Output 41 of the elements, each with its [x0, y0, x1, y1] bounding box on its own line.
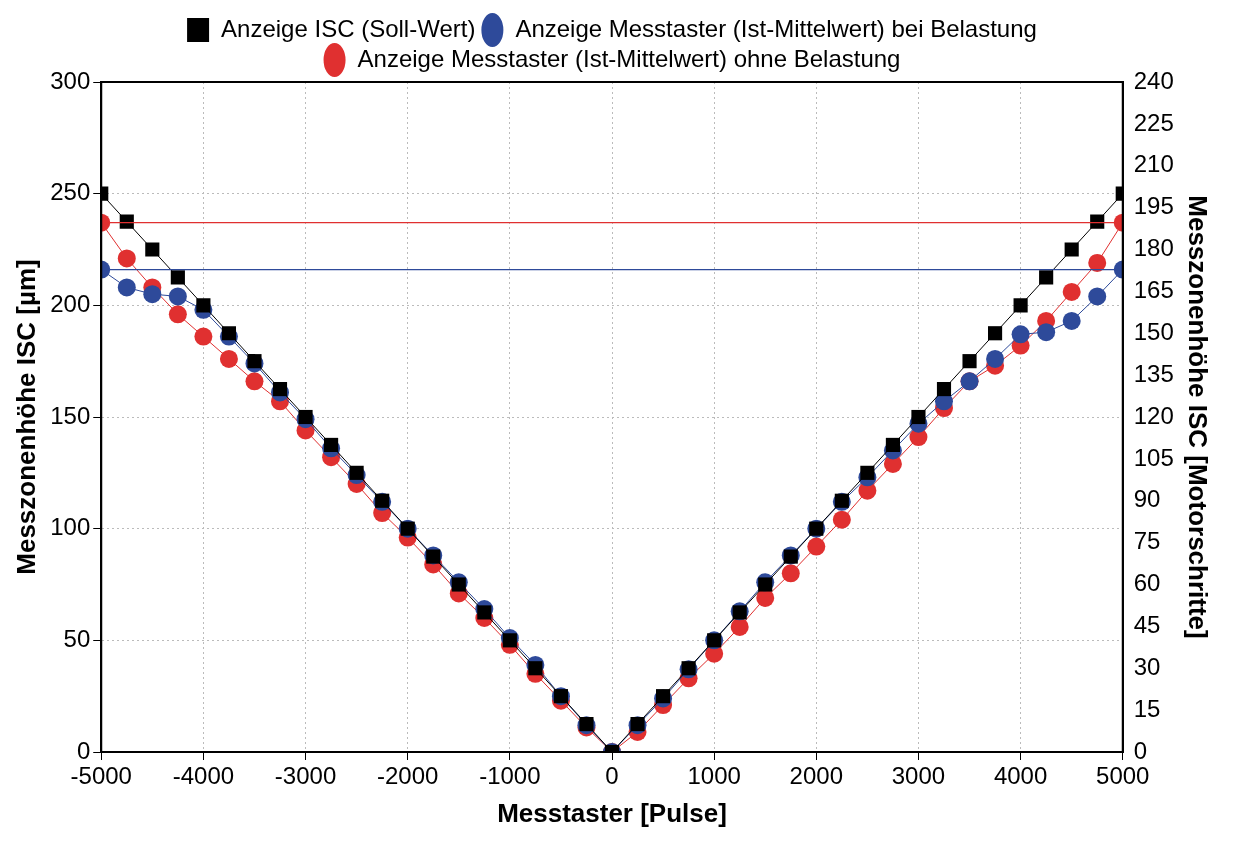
y-tick-label: 150	[50, 401, 91, 429]
y-axis-title: Messzonenhöhe ISC [µm]	[10, 259, 41, 575]
x-axis-title: Messtaster [Pulse]	[497, 797, 727, 828]
y2-axis-title: Messzonenhöhe ISC [Motorschritte]	[1183, 195, 1214, 639]
y2-tick-label: 30	[1133, 652, 1161, 680]
x-tick-label: -1000	[479, 762, 541, 790]
y2-tick-label: 195	[1133, 192, 1174, 220]
y2-tick-label: 225	[1133, 108, 1174, 136]
y2-tick-label: 240	[1133, 66, 1174, 94]
y2-tick-label: 105	[1133, 443, 1174, 471]
y-tick-label: 50	[63, 624, 91, 652]
y2-tick-label: 60	[1133, 569, 1161, 597]
y-tick-label: 200	[50, 289, 91, 317]
y2-tick-label: 75	[1133, 527, 1161, 555]
y2-tick-label: 0	[1133, 736, 1148, 764]
x-tick-label: 0	[605, 762, 619, 790]
x-tick-label: -4000	[172, 762, 235, 790]
y-tick-label: 300	[50, 66, 91, 94]
y2-tick-label: 120	[1133, 401, 1174, 429]
y-tick-label: 0	[76, 736, 91, 764]
legend-label: Anzeige ISC (Soll-Wert)	[221, 14, 476, 42]
x-tick-label: 5000	[1096, 762, 1150, 790]
y-tick-label: 250	[50, 178, 91, 206]
y2-tick-label: 135	[1133, 359, 1174, 387]
x-tick-label: 2000	[789, 762, 843, 790]
x-tick-label: 3000	[891, 762, 946, 790]
x-tick-label: 1000	[687, 762, 741, 790]
x-tick-label: -3000	[274, 762, 337, 790]
y2-tick-label: 15	[1133, 694, 1161, 722]
y-tick-label: 100	[50, 513, 91, 541]
x-tick-label: -2000	[377, 762, 439, 790]
x-tick-label: -5000	[70, 762, 132, 790]
legend-label: Anzeige Messtaster (Ist-Mittelwert) ohne Belastung	[357, 44, 901, 72]
legend-label: Anzeige Messtaster (Ist-Mittelwert) bei Belastung	[515, 14, 1037, 42]
y2-tick-label: 180	[1133, 234, 1174, 262]
y2-tick-label: 165	[1133, 276, 1174, 303]
y2-tick-label: 90	[1133, 485, 1161, 513]
x-tick-label: 4000	[993, 762, 1048, 790]
y2-tick-label: 210	[1133, 150, 1174, 178]
y2-tick-label: 45	[1133, 611, 1161, 638]
y2-tick-label: 150	[1133, 317, 1174, 345]
